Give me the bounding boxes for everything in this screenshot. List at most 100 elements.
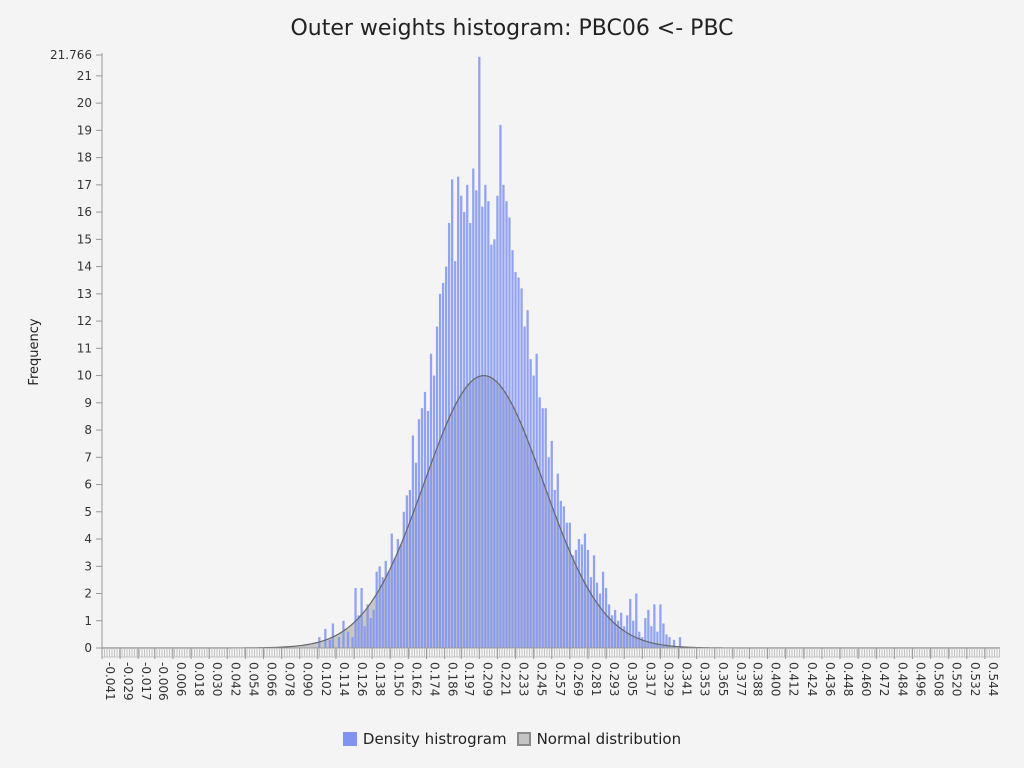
x-tick-label: -0.006 — [156, 662, 170, 701]
histogram-bar — [511, 250, 514, 649]
histogram-bar — [487, 201, 490, 648]
x-tick-label: 0.496 — [913, 662, 927, 696]
y-tick-label: 7 — [84, 450, 92, 464]
x-tick-label: 0.293 — [607, 662, 621, 696]
legend-label-normal: Normal distribution — [536, 730, 682, 748]
x-tick-label: 0.138 — [373, 662, 387, 696]
histogram-bar — [426, 410, 430, 648]
x-tick-label: 0.078 — [283, 662, 297, 696]
legend-label-density: Density histrogram — [362, 730, 507, 748]
histogram-bar — [598, 593, 602, 648]
histogram-bar — [447, 222, 451, 649]
legend-swatch-density — [342, 732, 357, 746]
histogram-bar — [583, 533, 587, 648]
histogram-bar — [523, 326, 526, 648]
histogram-bar — [328, 639, 332, 648]
histogram-bar — [595, 582, 599, 648]
histogram-bar — [366, 604, 369, 648]
histogram-bar — [607, 604, 611, 648]
histogram-bar — [617, 620, 620, 648]
histogram-bar — [547, 457, 550, 648]
histogram-bar — [490, 244, 493, 648]
x-tick-label: 0.102 — [319, 662, 333, 696]
y-tick-label: 6 — [84, 478, 92, 492]
x-tick-label: 0.388 — [750, 662, 764, 696]
histogram-bar — [466, 184, 469, 648]
x-tick-label: 0.329 — [661, 662, 675, 696]
histogram-bar — [351, 637, 354, 648]
histogram-bar — [526, 310, 529, 648]
histogram-bar — [372, 609, 375, 648]
histogram-bar — [378, 566, 381, 648]
histogram-bar — [562, 506, 565, 648]
x-tick-label: 0.317 — [643, 662, 657, 696]
density-histogram-bars — [318, 56, 682, 649]
y-tick-label: 0 — [84, 641, 92, 655]
histogram-bar — [641, 637, 644, 648]
histogram-bar — [571, 555, 575, 648]
x-tick-label: 0.532 — [968, 662, 982, 696]
y-tick-label: 11 — [77, 341, 92, 355]
x-tick-label: 0.233 — [517, 662, 531, 696]
histogram-bar — [626, 615, 629, 648]
histogram-bar — [324, 628, 327, 648]
x-tick-label: 0.365 — [716, 662, 730, 696]
histogram-bar — [435, 326, 439, 648]
histogram-bar — [337, 637, 341, 648]
histogram-bar — [478, 56, 481, 649]
histogram-bar — [505, 201, 508, 648]
histogram-bar — [375, 571, 378, 648]
x-tick-label: -0.029 — [121, 662, 135, 701]
histogram-bar — [644, 618, 647, 648]
histogram-bar — [520, 288, 523, 648]
histogram-bar — [420, 408, 424, 648]
y-tick-label: 18 — [77, 151, 92, 165]
legend-item-density[interactable]: Density histrogram — [342, 730, 507, 748]
x-tick-label: 0.448 — [841, 662, 855, 696]
histogram-bar — [429, 353, 433, 648]
y-tick-label: 19 — [77, 123, 92, 137]
histogram-bar — [553, 489, 556, 648]
histogram-bar — [565, 522, 568, 648]
histogram-bar — [656, 631, 659, 648]
histogram-bar — [623, 626, 626, 648]
x-tick-label: 0.281 — [589, 662, 603, 696]
y-tick-label: 5 — [84, 505, 92, 519]
x-tick-label: 0.186 — [446, 662, 460, 696]
histogram-bar — [604, 588, 608, 648]
x-tick-label: 0.162 — [409, 662, 423, 696]
histogram-bar — [460, 195, 463, 649]
histogram-bar — [393, 558, 396, 648]
histogram-bar — [384, 560, 387, 648]
histogram-bar — [390, 533, 393, 648]
histogram-bar — [493, 239, 496, 648]
y-tick-label: 4 — [84, 532, 92, 546]
histogram-bar — [414, 462, 418, 648]
histogram-bar — [544, 408, 547, 648]
x-tick-label: 0.209 — [480, 662, 494, 696]
histogram-bar — [568, 522, 571, 648]
x-tick-label: 0.436 — [823, 662, 837, 696]
x-tick-label: 0.412 — [787, 662, 801, 696]
x-tick-label: 0.508 — [932, 662, 946, 696]
histogram-bar — [342, 620, 345, 648]
histogram-bar — [484, 184, 487, 648]
histogram-bar — [650, 626, 653, 648]
y-tick-label: 14 — [77, 260, 92, 274]
histogram-bar — [381, 577, 384, 648]
histogram-bar — [532, 375, 535, 648]
x-tick-label: 0.460 — [859, 662, 873, 696]
y-tick-label: 21 — [77, 69, 92, 83]
histogram-bar — [601, 571, 605, 648]
legend-item-normal[interactable]: Normal distribution — [516, 730, 682, 748]
chart-title: Outer weights histogram: PBC06 <- PBC — [290, 16, 733, 41]
histogram-bar — [463, 212, 466, 648]
histogram-bar — [610, 615, 614, 648]
x-tick-label: 0.042 — [228, 662, 242, 696]
histogram-bar — [665, 634, 668, 648]
y-tick-label: 2 — [84, 587, 92, 601]
histogram-bar — [589, 577, 593, 648]
histogram-bar — [402, 511, 405, 648]
